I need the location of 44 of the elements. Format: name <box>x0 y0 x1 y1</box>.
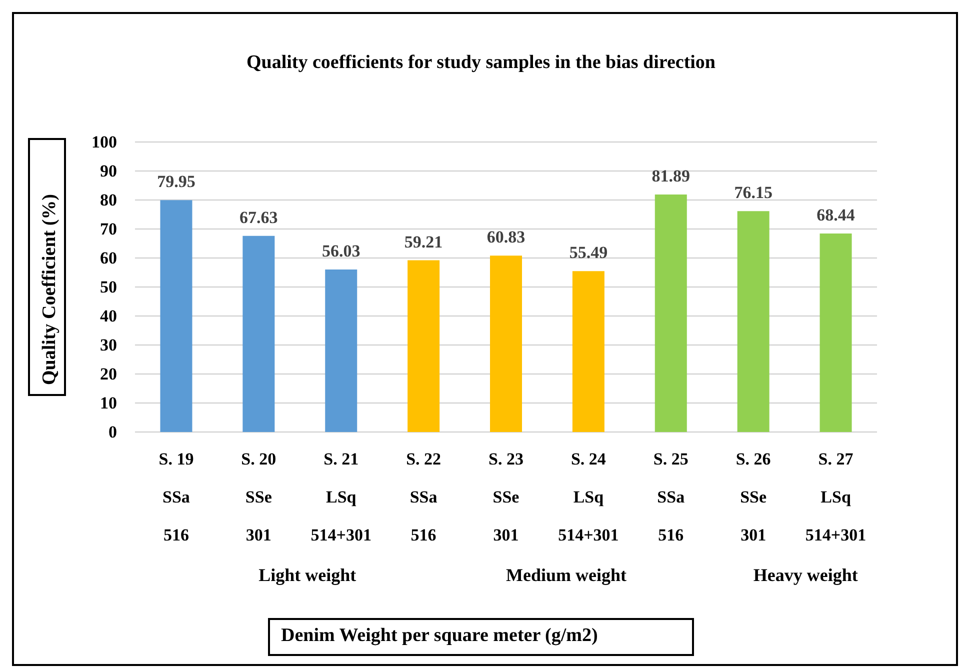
data-label: 68.44 <box>816 206 856 225</box>
y-tick-label: 70 <box>100 220 117 238</box>
bar <box>737 211 770 432</box>
text: Heavy weight <box>753 565 858 585</box>
y-tick-label: 0 <box>108 422 117 442</box>
x-tick-label: S. 27 LSq 514+301 <box>805 450 866 544</box>
x-tick-label: S. 21 LSq 514+301 <box>310 450 372 544</box>
bar <box>490 256 522 432</box>
data-label: 79.95 <box>157 172 196 192</box>
text: Medium weight <box>506 565 626 585</box>
data-label: 67.63 <box>240 208 278 227</box>
data-label: 55.49 <box>569 243 608 262</box>
bar <box>820 234 852 432</box>
bar <box>325 270 358 432</box>
y-tick-label: 100 <box>92 132 117 152</box>
y-tick-label: 20 <box>100 364 117 384</box>
y-tick-label: 10 <box>100 394 117 412</box>
y-tick-label: 50 <box>100 278 117 296</box>
chart-title: Quality coefficients for study samples in the bias direction <box>246 52 716 73</box>
y-tick-label: 30 <box>100 336 117 354</box>
bar <box>572 271 604 432</box>
x-tick-label: S. 22 SSa 516 <box>406 450 442 544</box>
bar <box>160 200 192 432</box>
y-axis-title: Quality Coefficient (%) <box>39 194 60 385</box>
x-tick-label: S. 25 SSa 516 <box>653 450 688 544</box>
y-tick-label: 40 <box>100 306 117 326</box>
x-axis-title: Denim Weight per square meter (g/m2) <box>281 625 598 646</box>
bar <box>242 236 275 432</box>
x-tick-label: S. 23 SSe 301 <box>488 450 524 544</box>
bar <box>408 260 440 432</box>
x-tick-label: S. 20 SSe 301 <box>241 450 276 544</box>
data-label: 59.21 <box>404 232 443 252</box>
x-tick-label: S. 19 SSa 516 <box>158 450 194 544</box>
x-tick-label: S. 26 SSe 301 <box>736 450 771 544</box>
bar <box>654 194 687 432</box>
y-tick-label: 80 <box>100 190 117 210</box>
data-label: 81.89 <box>652 166 690 186</box>
text: Light weight <box>258 565 356 585</box>
data-label: 76.15 <box>734 183 772 202</box>
x-tick-label: S. 24 LSq 514+301 <box>558 450 619 544</box>
data-label: 60.83 <box>486 228 526 247</box>
data-label: 56.03 <box>322 242 360 261</box>
y-tick-label: 90 <box>100 162 117 180</box>
y-tick-label: 60 <box>100 248 117 268</box>
